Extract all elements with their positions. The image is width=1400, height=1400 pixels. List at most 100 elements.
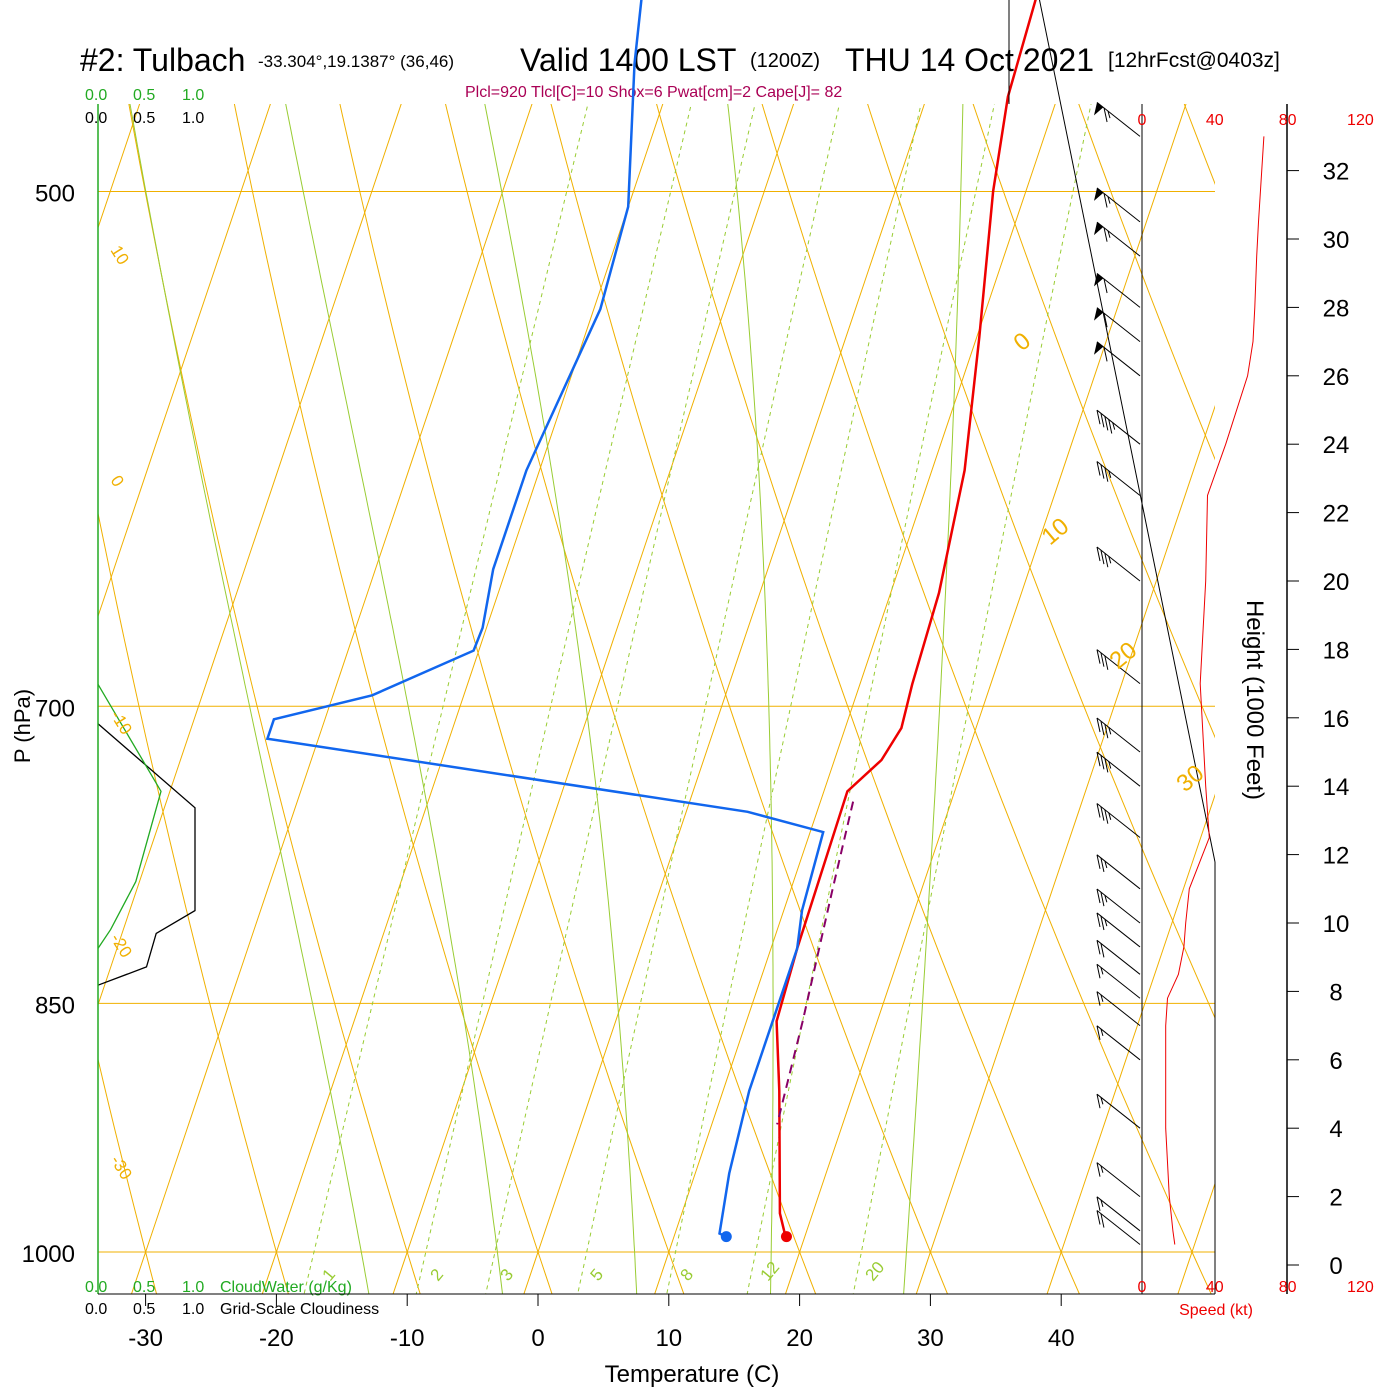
wind-barb-staff	[1096, 939, 1141, 975]
wind-barb-full	[1096, 410, 1101, 425]
wind-barb-half	[1107, 196, 1111, 204]
wind-barb-full	[1104, 809, 1109, 824]
height-tick-label: 26	[1323, 364, 1350, 391]
speed-bottom-tick: 0	[1138, 1279, 1147, 1296]
height-tick-label: 0	[1329, 1253, 1342, 1280]
speed-top-tick: 80	[1279, 112, 1297, 129]
wind-barb	[1096, 963, 1141, 999]
moist-adiabat-line	[129, 104, 370, 1294]
pressure-tick-label: 850	[35, 992, 75, 1019]
isotherm-label: -30	[107, 1152, 136, 1183]
wind-barb-half	[1112, 422, 1116, 430]
cloudiness-bottom-tick: 0.0	[85, 1301, 107, 1318]
wind-barb-staff	[1096, 221, 1141, 257]
pressure-tick-label: 500	[35, 180, 75, 207]
adiabat-label: 10	[1037, 513, 1075, 551]
wind-barb	[1094, 273, 1141, 308]
wind-barb	[1096, 888, 1141, 924]
cloudiness-top-tick: 1.0	[182, 110, 204, 127]
pressure-tick-label: 1000	[22, 1241, 75, 1268]
speed-bottom-tick: 80	[1279, 1279, 1297, 1296]
mixing-ratio-label: 12	[757, 1258, 784, 1285]
height-tick-label: 10	[1323, 911, 1350, 938]
moist-adiabat-line	[484, 104, 638, 1294]
mixing-ratio-label: 2	[427, 1265, 448, 1284]
cloudiness-top-tick: 0.0	[85, 110, 107, 127]
moist-adiabat-line	[285, 104, 504, 1294]
wind-barb-full	[1100, 1213, 1105, 1228]
wind-barb-half	[1100, 1165, 1104, 1173]
wind-barb	[1096, 1162, 1141, 1197]
isotherm-line	[654, 104, 1056, 1294]
cloudiness-profile	[97, 723, 196, 986]
valid-time: Valid 1400 LST	[520, 42, 736, 78]
wind-barb-full	[1103, 227, 1108, 242]
station-title: #2: Tulbach	[80, 42, 245, 78]
speed-top-tick: 40	[1206, 112, 1224, 129]
wind-barb-flag	[1094, 102, 1104, 116]
cloud-water-profile	[97, 683, 162, 949]
wind-barb-full	[1103, 313, 1108, 328]
forecast-run: [12hrFcst@0403z]	[1108, 49, 1280, 72]
wind-barb-full	[1096, 649, 1101, 664]
cloud-water-bottom-tick: 1.0	[182, 1279, 204, 1296]
wind-barbs	[1094, 102, 1141, 1245]
mixing-ratio-label: 3	[497, 1265, 518, 1284]
wind-barb-staff	[1096, 546, 1141, 582]
cloudiness-bottom-tick: 1.0	[182, 1301, 204, 1318]
moist-adiabat-line	[903, 104, 964, 1294]
wind-barb-full	[1100, 857, 1105, 873]
wind-barb-full	[1103, 278, 1108, 294]
wind-barb-full	[1103, 107, 1108, 123]
wind-barb-staff	[1096, 888, 1141, 924]
wind-barb	[1096, 461, 1141, 496]
isotherm-line	[392, 104, 795, 1294]
speed-top-tick: 120	[1347, 112, 1374, 129]
height-tick-label: 30	[1323, 227, 1350, 254]
wind-barb-full	[1100, 720, 1105, 736]
wind-barb-staff	[1096, 803, 1141, 838]
dry-adiabat-line	[233, 104, 553, 1294]
mixing-ratio-label: 20	[862, 1258, 889, 1285]
wind-barb-staff	[1096, 102, 1141, 137]
cloud-scale: 0.0 0.5 1.0 0.0 0.5 1.0 0.0 0.5 1.0 0.0 0.5 1.0 Clou…	[85, 87, 379, 1318]
wind-barb-full	[1100, 464, 1105, 479]
wind-barb-staff	[1096, 307, 1141, 342]
wind-barb-half	[1100, 994, 1104, 1002]
height-tick-label: 24	[1323, 432, 1350, 459]
dry-adiabat-line	[761, 104, 1212, 1294]
wind-barb-full	[1103, 193, 1108, 208]
wind-barb-full	[1096, 1025, 1101, 1040]
temperature-profile	[775, 0, 1037, 1239]
wind-barb	[1096, 991, 1141, 1026]
background-lines	[98, 104, 1215, 1294]
zulu-time: (1200Z)	[750, 50, 820, 72]
wind-barb	[1096, 912, 1141, 948]
wind-barb-full	[1104, 724, 1109, 739]
wind-barb-flag	[1094, 341, 1104, 355]
wind-barb	[1094, 341, 1141, 377]
mixing-ratio-label: 5	[587, 1265, 608, 1284]
wind-barb-staff	[1096, 341, 1141, 377]
wind-barb	[1096, 717, 1141, 753]
mixing-ratio-line	[852, 104, 1092, 1294]
station-coords: -33.304°,19.1387° (36,46)	[258, 52, 454, 71]
wind-barb-full	[1108, 419, 1113, 434]
cloudiness-top-tick: 0.5	[133, 110, 155, 127]
wind-barb-half	[1107, 110, 1111, 119]
wind-barb	[1096, 1093, 1141, 1129]
temperature-tick-label: 10	[655, 1325, 682, 1352]
wind-barb-full	[1096, 888, 1101, 904]
isotherm-line	[523, 104, 925, 1294]
wind-barb-full	[1096, 964, 1101, 979]
height-tick-label: 18	[1323, 637, 1350, 664]
wind-barb-half	[1100, 1028, 1104, 1037]
wind-barb	[1096, 649, 1141, 684]
wind-barb-staff	[1096, 409, 1141, 445]
isotherm-label: 0	[107, 472, 128, 490]
temperature-tick-label: 20	[786, 1325, 813, 1352]
isotherm-line	[1177, 1182, 1215, 1294]
